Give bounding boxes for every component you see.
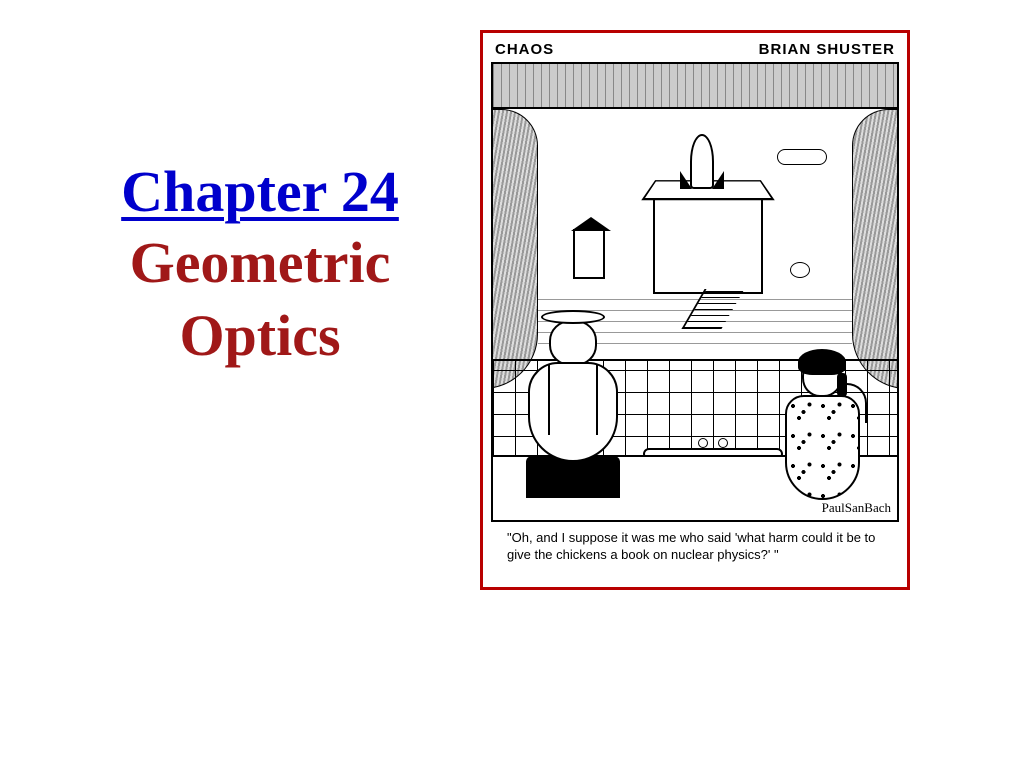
chapter-label: Chapter 24 — [50, 160, 470, 224]
illustration-panel: CHAOS BRIAN SHUSTER ©1995 Brian Shuster.… — [470, 0, 1024, 768]
chapter-title-line2: Optics — [50, 301, 470, 371]
cloud-icon — [777, 149, 827, 165]
artist-signature: PaulSanBach — [822, 500, 891, 516]
man-torso — [528, 362, 618, 462]
comic-strip-title: CHAOS — [495, 41, 554, 58]
man-pants — [526, 456, 620, 498]
woman-arm — [837, 383, 867, 423]
chicken-body — [790, 262, 810, 278]
curtain-valance — [493, 64, 897, 109]
rocket-fin-right — [712, 171, 724, 189]
curtain-right — [852, 109, 899, 389]
farmer-woman — [767, 355, 877, 520]
woman-head — [802, 355, 842, 397]
comic-caption: "Oh, and I suppose it was me who said 'w… — [491, 522, 899, 564]
comic-author: BRIAN SHUSTER — [759, 41, 895, 58]
man-suspenders — [548, 364, 598, 435]
faucet-handle — [698, 438, 708, 448]
comic-drawing: ©1995 Brian Shuster. Distributed by King… — [491, 62, 899, 522]
comic-header: CHAOS BRIAN SHUSTER — [491, 41, 899, 58]
slide-container: Chapter 24 Geometric Optics CHAOS BRIAN … — [0, 0, 1024, 768]
man-head — [549, 320, 597, 366]
faucet-handle-2 — [718, 438, 728, 448]
rocket — [688, 134, 716, 214]
outhouse — [573, 229, 605, 279]
chicken — [788, 254, 816, 282]
comic-frame: CHAOS BRIAN SHUSTER ©1995 Brian Shuster.… — [480, 30, 910, 590]
man-hat — [541, 310, 605, 324]
rocket-body — [690, 134, 714, 189]
woman-hair — [798, 349, 846, 375]
comic-inner: CHAOS BRIAN SHUSTER ©1995 Brian Shuster.… — [491, 41, 899, 579]
rocket-fin-left — [680, 171, 692, 189]
farmer-man — [513, 320, 633, 520]
chapter-title-line1: Geometric — [50, 228, 470, 298]
title-panel: Chapter 24 Geometric Optics — [0, 0, 470, 768]
